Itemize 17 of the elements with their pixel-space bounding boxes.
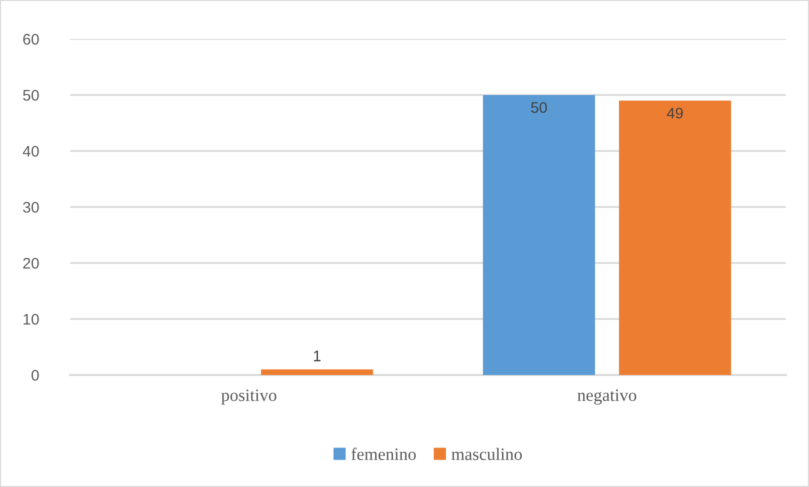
bar: [482, 95, 596, 375]
data-label: 49: [666, 108, 683, 119]
y-tick-label: 30: [23, 202, 39, 213]
legend-label: masculino: [452, 448, 522, 460]
bar: [260, 369, 374, 375]
x-tick-label: negativo: [578, 389, 636, 405]
data-label: 50: [531, 102, 547, 113]
legend-label: femenino: [351, 448, 416, 460]
y-tick-label: 60: [23, 34, 39, 45]
y-tick-label: 10: [24, 314, 39, 325]
y-tick-label: 50: [23, 90, 39, 101]
y-tick-label: 40: [22, 146, 39, 157]
bar: [618, 100, 732, 375]
y-tick-label: 20: [23, 258, 39, 269]
x-tick-label: positivo: [221, 389, 276, 405]
data-label: 1: [314, 350, 321, 362]
y-tick-label: 0: [32, 370, 39, 381]
